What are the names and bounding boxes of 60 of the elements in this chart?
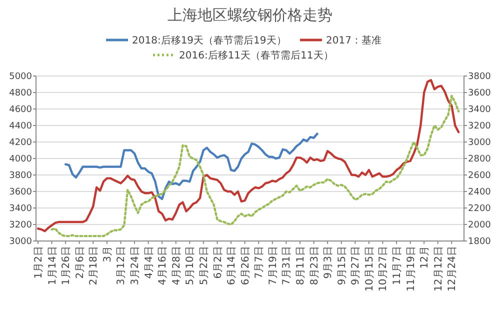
x-tick-label: 3月12日 (116, 246, 128, 286)
x-tick-label: 4月28日 (171, 246, 182, 286)
y-tick-label: 4000 (9, 154, 32, 165)
x-tick-label: 3月 (102, 246, 114, 262)
y2-tick-label: 3400 (468, 105, 492, 116)
y-tick-label: 3800 (9, 171, 32, 182)
x-tick-label: 11月7日 (392, 246, 404, 286)
x-tick-label: 6月2日 (212, 246, 224, 279)
line-series (64, 132, 318, 200)
y2-tick-label: 3800 (468, 72, 492, 82)
x-tick-label: 2月6日 (74, 246, 86, 279)
y-tick-label: 4200 (9, 138, 32, 148)
y2-tick-label: 2000 (468, 220, 492, 231)
x-tick-label: 7月19日 (268, 246, 279, 286)
line-series (36, 79, 460, 232)
x-tick-label: 9月27日 (350, 246, 362, 286)
x-tick-label: 11月19日 (406, 246, 417, 292)
x-tick-label: 5月22日 (198, 246, 210, 286)
y-tick-label: 3400 (9, 204, 32, 214)
x-tick-label: 2月18日 (88, 246, 100, 286)
x-tick-label: 4月4日 (144, 246, 155, 279)
x-tick-label: 7月31日 (282, 246, 293, 286)
y2-tick-label: 2800 (468, 154, 492, 165)
x-tick-label: 12月 (420, 246, 431, 269)
y-tick-label: 5000 (9, 72, 32, 82)
y2-tick-label: 1800 (468, 237, 492, 248)
y-tick-label: 3600 (9, 188, 32, 198)
x-tick-label: 6月14日 (226, 246, 238, 286)
y2-tick-label: 2200 (468, 204, 492, 214)
x-tick-label: 8月23日 (309, 246, 320, 286)
y-tick-label: 4400 (9, 122, 32, 132)
x-tick-label: 8月11日 (295, 246, 306, 286)
x-tick-label: 12月24日 (447, 246, 458, 292)
x-tick-label: 9月3日 (323, 246, 334, 279)
y2-tick-label: 3200 (468, 122, 492, 132)
y-tick-label: 3000 (9, 237, 32, 248)
x-tick-label: 12月12日 (433, 246, 444, 292)
x-tick-label: 9月15日 (336, 246, 348, 286)
legend-label: 2018:后移19天（春节需后19天） (132, 34, 286, 46)
x-tick-label: 10月27日 (378, 246, 390, 292)
legend-label: 2016:后移11天（春节需后11天） (179, 50, 334, 62)
x-tick-label: 10月15日 (364, 246, 376, 292)
x-tick-label: 7月7日 (254, 246, 266, 279)
x-tick-label: 1月26日 (61, 246, 72, 286)
y-tick-label: 4600 (9, 105, 32, 116)
legend-label: 2017：基准 (326, 34, 382, 46)
line-series (50, 94, 460, 238)
x-tick-label: 1月14日 (47, 246, 58, 286)
chart-title: 上海地区螺纹钢价格走势 (168, 6, 332, 24)
y2-tick-label: 2600 (468, 171, 492, 182)
x-tick-label: 3月24日 (130, 246, 142, 286)
x-tick-label: 4月16日 (158, 246, 169, 286)
x-tick-label: 1月2日 (34, 246, 44, 279)
y-tick-label: 4800 (9, 88, 32, 99)
y-tick-label: 3200 (9, 220, 32, 231)
x-tick-label: 6月26日 (240, 246, 252, 286)
y2-tick-label: 3000 (468, 138, 492, 148)
x-tick-label: 5月10日 (185, 246, 196, 286)
y2-tick-label: 2400 (468, 188, 492, 198)
y2-tick-label: 3600 (468, 88, 492, 99)
